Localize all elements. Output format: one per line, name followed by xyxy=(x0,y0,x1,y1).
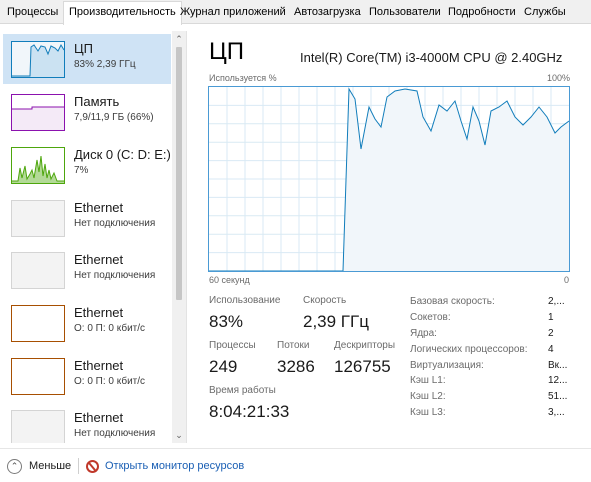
ethernet-thumbnail-graph xyxy=(11,358,65,395)
handles-value: 126755 xyxy=(334,357,391,376)
ethernet-thumbnail-graph xyxy=(11,305,65,342)
sidebar-item-subtext: Нет подключения xyxy=(74,428,156,439)
cpu-usage-line xyxy=(209,87,569,271)
threads-value: 3286 xyxy=(277,357,315,376)
processes-value: 249 xyxy=(209,357,238,376)
sidebar-item-subtext: Нет подключения xyxy=(74,218,156,229)
uptime-label: Время работы xyxy=(209,385,276,396)
sidebar-item-label: Диск 0 (C: D: E:) xyxy=(74,147,171,162)
speed-label: Скорость xyxy=(303,295,347,306)
spec-value: 1 xyxy=(548,312,554,323)
sidebar-item-label: Ethernet xyxy=(74,200,124,215)
sidebar-item-cpu[interactable]: ЦП 83% 2,39 ГГц xyxy=(3,34,171,84)
usage-label: Использование xyxy=(209,295,281,306)
tab-startup[interactable]: Автозагрузка xyxy=(294,6,361,18)
spec-value: 51... xyxy=(548,391,568,402)
ethernet-thumbnail-graph xyxy=(11,252,65,289)
resource-sidebar: ЦП 83% 2,39 ГГц Память 7,9/11,9 ГБ (66%)… xyxy=(0,31,187,443)
spec-label: Кэш L3: xyxy=(410,407,446,418)
fewer-details-label: Меньше xyxy=(29,460,72,472)
tab-performance[interactable]: Производительность xyxy=(63,1,182,25)
chevron-up-icon: ⌃ xyxy=(7,458,22,474)
sidebar-item-subtext: О: 0 П: 0 кбит/с xyxy=(74,323,146,334)
sidebar-item-subtext: О: 0 П: 0 кбит/с xyxy=(74,376,146,387)
sidebar-item-subtext: 83% 2,39 ГГц xyxy=(74,59,136,70)
disk-thumbnail-graph xyxy=(11,147,65,184)
graph-x-min-label: 0 xyxy=(564,275,570,285)
scrollbar-thumb[interactable] xyxy=(176,47,182,300)
sidebar-item-ethernet[interactable]: Ethernet О: 0 П: 0 кбит/с xyxy=(3,351,171,401)
speed-value: 2,39 ГГц xyxy=(303,312,369,331)
sidebar-item-disk[interactable]: Диск 0 (C: D: E:) 7% xyxy=(3,140,171,190)
sidebar-item-label: ЦП xyxy=(74,41,93,56)
cpu-usage-graph xyxy=(208,86,570,272)
ethernet-thumbnail-graph xyxy=(11,410,65,443)
sidebar-item-subtext: Нет подключения xyxy=(74,270,156,281)
tab-app-history[interactable]: Журнал приложений xyxy=(180,6,286,18)
spec-label: Кэш L2: xyxy=(410,391,446,402)
spec-label: Ядра: xyxy=(410,328,437,339)
threads-label: Потоки xyxy=(277,340,310,351)
tab-bar: Процессы Производительность Журнал прило… xyxy=(0,0,591,25)
sidebar-item-subtext: 7% xyxy=(74,165,89,176)
tab-users[interactable]: Пользователи xyxy=(369,6,441,18)
scroll-up-icon[interactable]: ⌃ xyxy=(175,34,183,44)
handles-label: Дескрипторы xyxy=(334,340,396,351)
spec-label: Логических процессоров: xyxy=(410,344,528,355)
cpu-usage-area xyxy=(209,89,569,271)
fewer-details-button[interactable]: ⌃ Меньше xyxy=(7,455,71,477)
spec-label: Виртуализация: xyxy=(410,360,484,371)
open-resource-monitor-label: Открыть монитор ресурсов xyxy=(105,460,245,472)
sidebar-item-ethernet[interactable]: Ethernet Нет подключения xyxy=(3,245,171,295)
spec-value: Вк... xyxy=(548,360,568,371)
footer-bar: ⌃ Меньше Открыть монитор ресурсов xyxy=(0,448,591,482)
spec-label: Сокетов: xyxy=(410,312,451,323)
processes-label: Процессы xyxy=(209,340,256,351)
spec-label: Базовая скорость: xyxy=(410,296,495,307)
spec-value: 2,... xyxy=(548,296,565,307)
sidebar-item-label: Ethernet xyxy=(74,358,124,373)
graph-y-max-label: 100% xyxy=(547,73,571,83)
footer-divider xyxy=(78,458,79,474)
cpu-model-name: Intel(R) Core(TM) i3-4000M CPU @ 2.40GHz xyxy=(300,50,563,65)
sidebar-item-ethernet[interactable]: Ethernet О: 0 П: 0 кбит/с xyxy=(3,298,171,348)
graph-y-label: Используется % xyxy=(209,73,277,83)
spec-value: 4 xyxy=(548,344,554,355)
sidebar-item-label: Ethernet xyxy=(74,305,124,320)
tab-services[interactable]: Службы xyxy=(524,6,566,18)
sidebar-item-memory[interactable]: Память 7,9/11,9 ГБ (66%) xyxy=(3,87,171,137)
ethernet-thumbnail-graph xyxy=(11,200,65,237)
open-resource-monitor-link[interactable]: Открыть монитор ресурсов xyxy=(86,455,244,477)
spec-value: 2 xyxy=(548,328,554,339)
spec-value: 3,... xyxy=(548,407,565,418)
spec-label: Кэш L1: xyxy=(410,375,446,386)
scroll-down-icon[interactable]: ⌄ xyxy=(175,430,183,440)
sidebar-item-label: Память xyxy=(74,94,120,109)
sidebar-item-ethernet[interactable]: Ethernet Нет подключения xyxy=(3,403,171,443)
cpu-thumbnail-graph xyxy=(11,41,65,78)
spec-value: 12... xyxy=(548,375,568,386)
sidebar-scrollbar[interactable]: ⌃ ⌄ xyxy=(172,31,186,443)
tab-details[interactable]: Подробности xyxy=(448,6,516,18)
sidebar-item-ethernet[interactable]: Ethernet Нет подключения xyxy=(3,193,171,243)
graph-x-label: 60 секунд xyxy=(209,275,250,285)
sidebar-item-subtext: 7,9/11,9 ГБ (66%) xyxy=(74,112,154,123)
tab-processes[interactable]: Процессы xyxy=(7,6,59,18)
page-title: ЦП xyxy=(209,38,245,65)
sidebar-item-label: Ethernet xyxy=(74,410,124,425)
uptime-value: 8:04:21:33 xyxy=(209,402,290,421)
memory-thumbnail-graph xyxy=(11,94,65,131)
usage-value: 83% xyxy=(209,312,244,331)
sidebar-item-label: Ethernet xyxy=(74,252,124,267)
resource-monitor-icon xyxy=(86,459,99,473)
